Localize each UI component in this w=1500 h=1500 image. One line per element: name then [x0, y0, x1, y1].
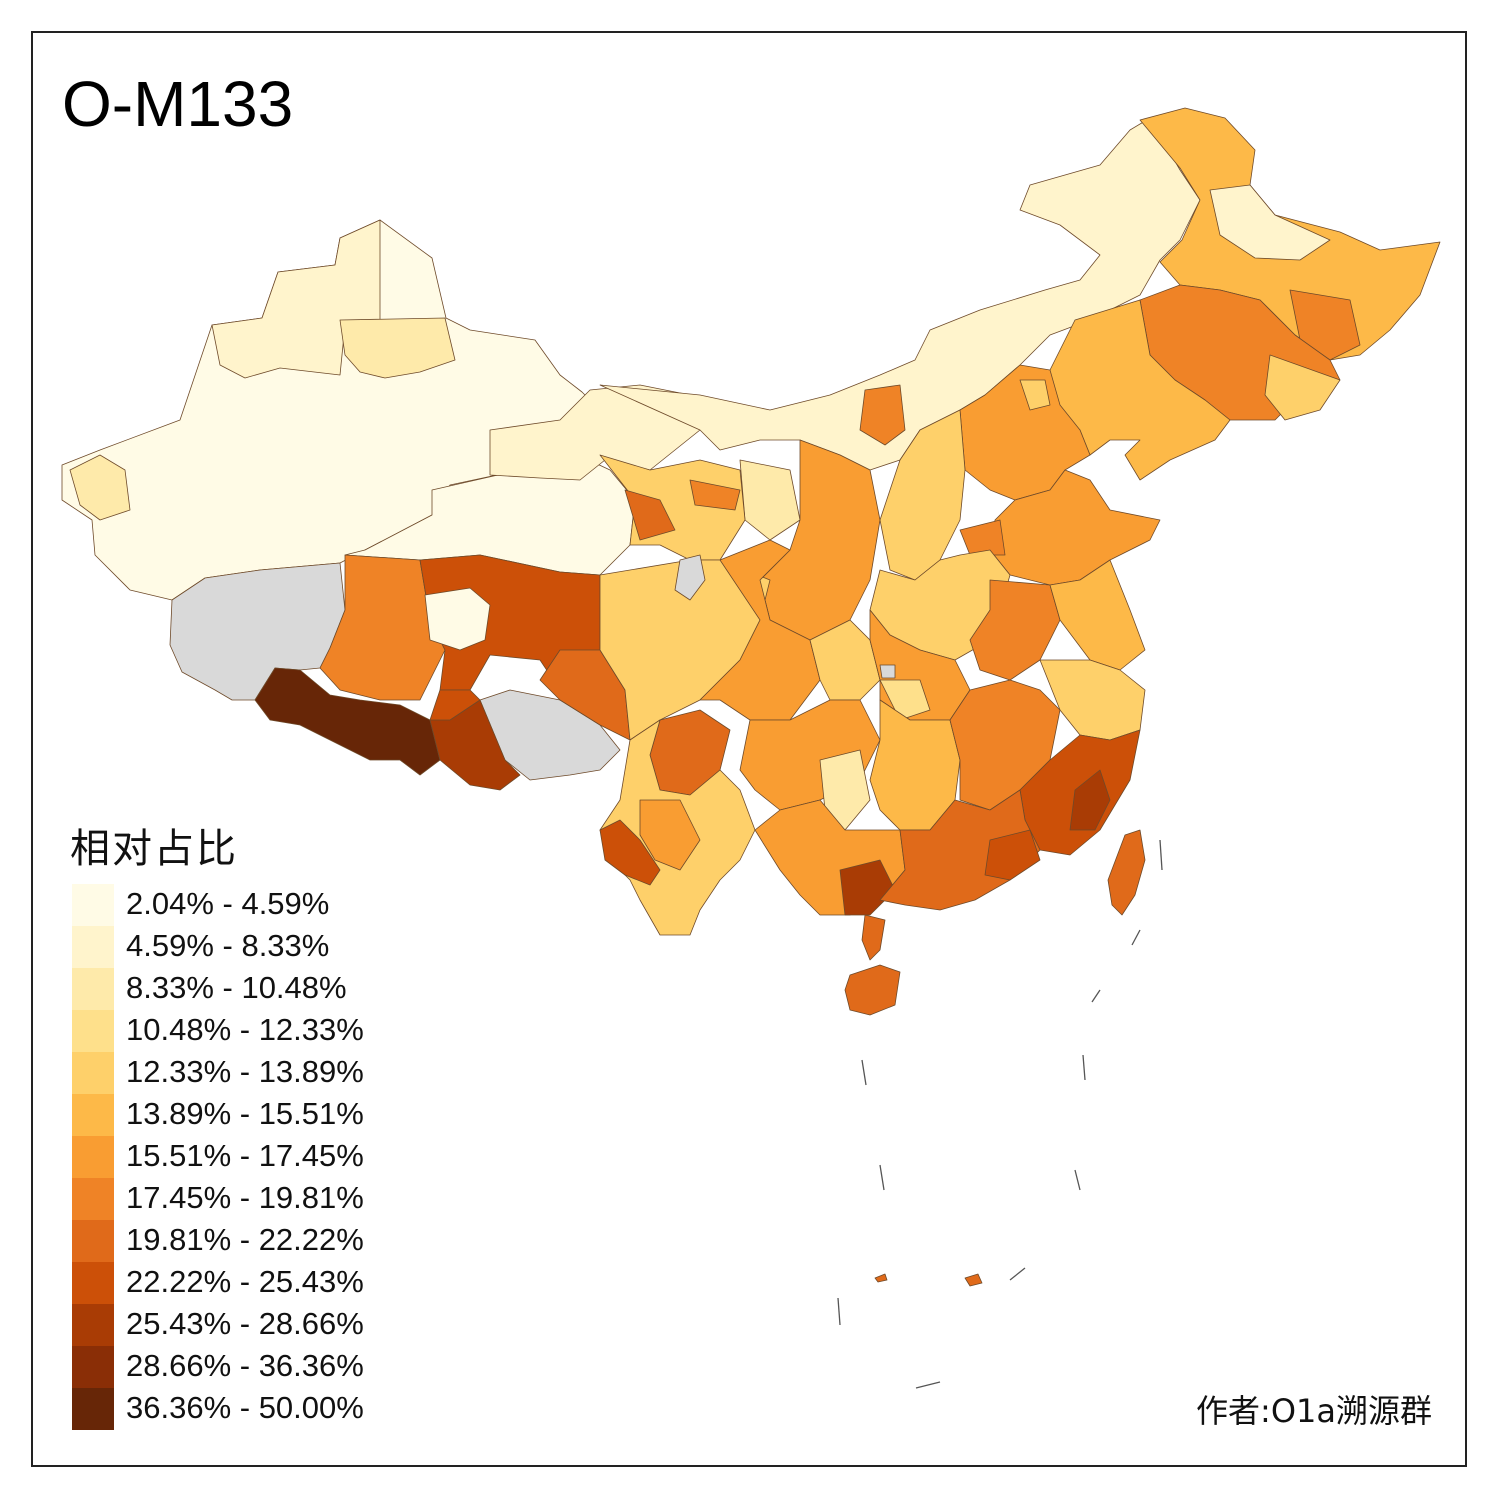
- region-gansu-red: [624, 489, 676, 541]
- region-nagqu-lake: [424, 587, 491, 651]
- map-frame: [31, 31, 1467, 1467]
- legend-row: 2.04% - 4.59%: [72, 884, 472, 926]
- legend-row: 13.89% - 15.51%: [72, 1094, 472, 1136]
- legend-label: 4.59% - 8.33%: [126, 928, 330, 963]
- legend-swatch: [72, 926, 114, 968]
- legend-swatch: [72, 1178, 114, 1220]
- author-credit: 作者:O1a溯源群: [1196, 1392, 1432, 1430]
- region-chongqing: [809, 619, 881, 701]
- legend-row: 17.45% - 19.81%: [72, 1178, 472, 1220]
- legend-label: 2.04% - 4.59%: [126, 886, 330, 921]
- legend-swatch: [72, 1262, 114, 1304]
- legend-label: 22.22% - 25.43%: [126, 1264, 364, 1299]
- legend-row: 8.33% - 10.48%: [72, 968, 472, 1010]
- region-lhasa: [429, 699, 521, 791]
- region-fujian-dark: [1069, 769, 1111, 831]
- region-tibet-center-nodata: [479, 689, 621, 781]
- region-ngari-nodata: [169, 562, 346, 701]
- region-shandong-west: [959, 519, 1006, 556]
- region-scs-island: [964, 1273, 983, 1287]
- legend-title: 相对占比: [70, 826, 238, 872]
- legend-row: 10.48% - 12.33%: [72, 1010, 472, 1052]
- legend-swatch: [72, 1052, 114, 1094]
- region-yunnan-mid: [639, 799, 701, 871]
- legend-swatch: [72, 1304, 114, 1346]
- region-heilongjiang-north: [1209, 184, 1331, 261]
- region-ningxia: [739, 459, 801, 541]
- region-tibet-mid: [429, 689, 481, 721]
- legend-row: 28.66% - 36.36%: [72, 1346, 472, 1388]
- legend-row: 22.22% - 25.43%: [72, 1262, 472, 1304]
- legend-row: 36.36% - 50.00%: [72, 1388, 472, 1430]
- region-taiwan: [1107, 829, 1146, 916]
- region-hebei: [959, 364, 1091, 501]
- region-leizhou: [861, 914, 886, 961]
- legend-swatch: [72, 1388, 114, 1430]
- region-gansu-strip: [689, 479, 741, 511]
- region-shanxi-north: [859, 384, 906, 446]
- region-hubei-pale: [879, 679, 931, 721]
- legend-label: 36.36% - 50.00%: [126, 1390, 364, 1425]
- legend-label: 12.33% - 13.89%: [126, 1054, 364, 1089]
- map-title: O-M133: [62, 68, 294, 140]
- legend-label: 10.48% - 12.33%: [126, 1012, 364, 1047]
- region-xinjiang-sw: [69, 454, 131, 521]
- legend-swatch: [72, 1094, 114, 1136]
- legend-label: 15.51% - 17.45%: [126, 1138, 364, 1173]
- region-xinjiang-north: [339, 317, 456, 379]
- legend-row: 12.33% - 13.89%: [72, 1052, 472, 1094]
- region-guangxi-dark: [839, 859, 896, 916]
- legend-swatch: [72, 884, 114, 926]
- legend-label: 17.45% - 19.81%: [126, 1180, 364, 1215]
- region-gansu-west: [489, 384, 701, 481]
- legend-swatch: [72, 1220, 114, 1262]
- region-guizhou-pale: [819, 749, 871, 831]
- legend-swatch: [72, 1010, 114, 1052]
- legend-label: 13.89% - 15.51%: [126, 1096, 364, 1131]
- region-guangdong-dark: [984, 829, 1041, 881]
- legend-swatch: [72, 1136, 114, 1178]
- legend-label: 19.81% - 22.22%: [126, 1222, 364, 1257]
- region-sichuan-east: [699, 539, 821, 721]
- legend-label: 25.43% - 28.66%: [126, 1306, 364, 1341]
- region-hainan: [844, 964, 901, 1016]
- region-jilin-east: [1264, 354, 1341, 421]
- legend-swatch: [72, 968, 114, 1010]
- region-beijing-area: [1019, 379, 1051, 411]
- legend-row: 19.81% - 22.22%: [72, 1220, 472, 1262]
- legend-row: 25.43% - 28.66%: [72, 1304, 472, 1346]
- region-scs-island-2: [874, 1273, 888, 1283]
- legend-label: 8.33% - 10.48%: [126, 970, 347, 1005]
- legend-row: 15.51% - 17.45%: [72, 1136, 472, 1178]
- legend: 2.04% - 4.59% 4.59% - 8.33% 8.33% - 10.4…: [72, 884, 472, 1430]
- region-yunnan-west: [599, 819, 661, 886]
- region-heilongjiang-east: [1289, 289, 1361, 361]
- legend-row: 4.59% - 8.33%: [72, 926, 472, 968]
- legend-swatch: [72, 1346, 114, 1388]
- region-shanxi: [879, 409, 966, 581]
- region-yangtze-gap: [879, 664, 896, 679]
- region-sichuan-nodata: [674, 554, 706, 601]
- legend-label: 28.66% - 36.36%: [126, 1348, 364, 1383]
- region-jiangsu: [1049, 559, 1146, 671]
